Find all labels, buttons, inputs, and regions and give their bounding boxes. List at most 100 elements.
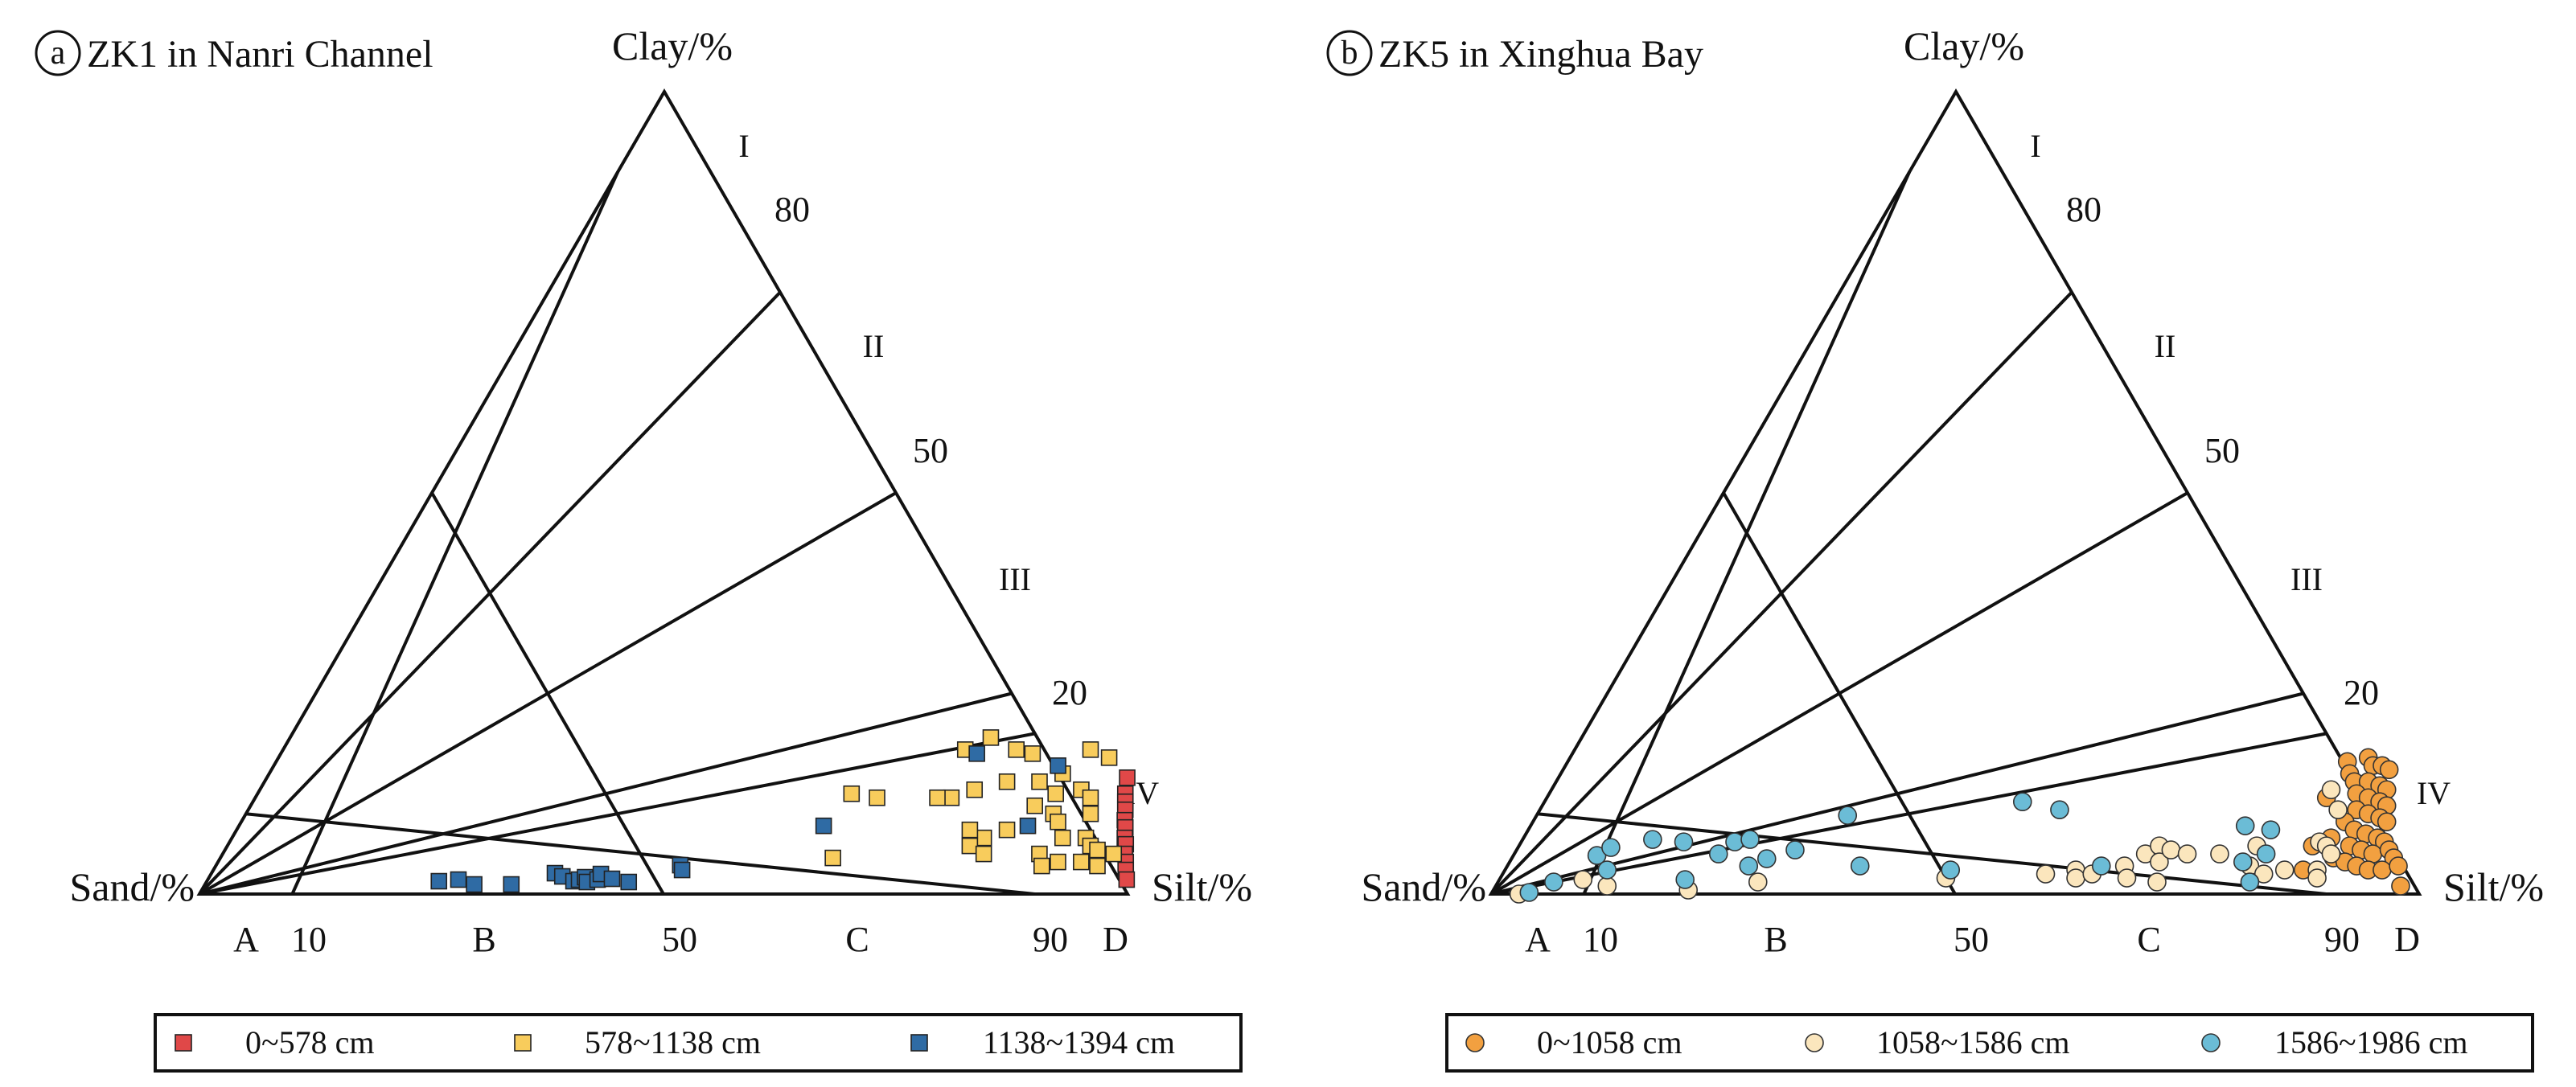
data-point-series-2 bbox=[2117, 868, 2137, 888]
ratio-division-line-2 bbox=[430, 492, 665, 895]
data-point-series-2 bbox=[1089, 841, 1106, 859]
legend-marker-2 bbox=[514, 1034, 532, 1052]
data-point-series-2 bbox=[2328, 800, 2348, 820]
data-point-series-3 bbox=[2012, 792, 2032, 812]
edge-label-20: 20 bbox=[2344, 673, 2379, 712]
data-point-series-2 bbox=[1089, 857, 1106, 875]
data-point-series-3 bbox=[1050, 757, 1066, 774]
ratio-division-line-3 bbox=[1537, 812, 2327, 896]
legend: 0~1058 cm 1058~1586 cm 1586~1986 cm bbox=[1445, 1013, 2534, 1073]
data-point-series-1 bbox=[2391, 876, 2410, 896]
zone-label-3: III bbox=[999, 561, 1031, 597]
legend-marker-1 bbox=[1465, 1033, 1485, 1052]
panel-a-ternary-chart: a ZK1 in Nanri Channel Clay/% Sand/% Silt/% 8… bbox=[35, 23, 1252, 1073]
data-point-series-2 bbox=[1748, 872, 1768, 892]
base-label-50: 50 bbox=[1954, 920, 1989, 959]
legend-marker-2 bbox=[1805, 1033, 1824, 1052]
data-point-series-2 bbox=[1597, 876, 1617, 896]
ratio-division-line-3 bbox=[245, 812, 1035, 896]
data-point-series-3 bbox=[1587, 846, 1607, 865]
zone-label-1: I bbox=[738, 128, 749, 164]
apex-label-clay: Clay/% bbox=[612, 23, 733, 68]
data-point-series-2 bbox=[961, 821, 979, 839]
data-point-series-2 bbox=[2321, 780, 2341, 800]
class-letter-c: C bbox=[2137, 920, 2160, 959]
data-point-series-2 bbox=[1100, 749, 1118, 766]
data-point-series-2 bbox=[975, 845, 992, 863]
base-label-90: 90 bbox=[2324, 920, 2360, 959]
data-point-series-3 bbox=[1674, 832, 1694, 851]
triangle-outline bbox=[1488, 88, 2422, 896]
data-points bbox=[430, 729, 1136, 893]
panel-b-ternary-chart: b ZK5 in Xinghua Bay Clay/% Sand/% Silt/% 80 5… bbox=[1326, 23, 2544, 1073]
class-letter-b: B bbox=[1764, 920, 1787, 959]
data-point-series-2 bbox=[1573, 870, 1593, 889]
panel-title: ZK1 in Nanri Channel bbox=[87, 33, 433, 76]
legend-label-2: 578~1138 cm bbox=[585, 1024, 761, 1060]
data-point-series-2 bbox=[1024, 745, 1041, 762]
zone-label-2: II bbox=[863, 328, 885, 364]
data-point-series-1 bbox=[2377, 812, 2397, 831]
edge-label-50: 50 bbox=[2204, 431, 2240, 470]
data-point-series-2 bbox=[1054, 829, 1071, 847]
data-point-series-2 bbox=[1082, 741, 1099, 758]
data-point-series-3 bbox=[1544, 872, 1563, 892]
class-letter-c: C bbox=[845, 920, 869, 959]
panel-title: ZK5 in Xinghua Bay bbox=[1378, 33, 1703, 76]
data-point-series-3 bbox=[603, 870, 621, 888]
base-label-50: 50 bbox=[662, 920, 697, 959]
legend: 0~578 cm 578~1138 cm 1138~1394 cm bbox=[154, 1013, 1243, 1073]
base-label-10: 10 bbox=[291, 920, 327, 959]
data-point-series-2 bbox=[975, 829, 992, 847]
data-point-series-2 bbox=[2150, 852, 2169, 872]
panel-mark-circle bbox=[1326, 30, 1373, 76]
data-point-series-3 bbox=[1675, 870, 1695, 889]
data-point-series-2 bbox=[2066, 868, 2085, 888]
data-point-series-2 bbox=[2321, 844, 2341, 863]
data-point-series-3 bbox=[450, 871, 467, 888]
data-point-series-2 bbox=[1026, 797, 1044, 814]
class-letter-a: A bbox=[233, 920, 259, 959]
legend-marker-3 bbox=[910, 1034, 928, 1052]
panel-mark: b bbox=[1341, 35, 1358, 72]
data-point-series-3 bbox=[1601, 838, 1621, 857]
data-point-series-3 bbox=[673, 861, 691, 879]
legend-label-3: 1586~1986 cm bbox=[2274, 1024, 2468, 1060]
class-letter-b: B bbox=[472, 920, 495, 959]
edge-label-50: 50 bbox=[913, 431, 948, 470]
data-point-series-1 bbox=[2373, 860, 2392, 880]
data-point-series-3 bbox=[2050, 800, 2069, 820]
data-point-series-3 bbox=[1941, 860, 1961, 880]
data-point-series-3 bbox=[2091, 856, 2111, 876]
apex-label-sand: Sand/% bbox=[69, 864, 195, 909]
legend-marker-3 bbox=[2201, 1033, 2221, 1052]
data-point-series-2 bbox=[1105, 845, 1123, 863]
data-point-series-2 bbox=[1082, 789, 1099, 806]
data-point-series-3 bbox=[1838, 806, 1858, 825]
data-point-series-3 bbox=[968, 745, 985, 762]
legend-label-3: 1138~1394 cm bbox=[983, 1024, 1175, 1060]
data-point-series-3 bbox=[1643, 830, 1662, 849]
data-point-series-2 bbox=[2253, 864, 2274, 884]
data-point-series-3 bbox=[430, 872, 448, 890]
data-point-series-3 bbox=[1708, 844, 1728, 863]
data-point-series-3 bbox=[2256, 844, 2276, 863]
data-point-series-3 bbox=[466, 876, 483, 893]
base-label-90: 90 bbox=[1033, 920, 1068, 959]
data-point-series-2 bbox=[929, 789, 946, 806]
data-point-series-3 bbox=[1740, 830, 1760, 849]
data-point-series-1 bbox=[2389, 856, 2408, 876]
data-point-series-3 bbox=[1756, 849, 1777, 868]
data-point-series-1 bbox=[2379, 760, 2399, 780]
edge-label-80: 80 bbox=[2066, 190, 2101, 229]
data-point-series-2 bbox=[1033, 857, 1050, 875]
apex-label-clay: Clay/% bbox=[1904, 23, 2024, 68]
apex-label-silt: Silt/% bbox=[2443, 864, 2544, 909]
data-points bbox=[1509, 748, 2410, 904]
data-point-series-3 bbox=[1850, 856, 1870, 876]
panel-mark-circle bbox=[35, 30, 81, 76]
data-point-series-2 bbox=[961, 837, 979, 855]
legend-marker-1 bbox=[175, 1034, 192, 1052]
data-point-series-3 bbox=[1597, 860, 1617, 880]
